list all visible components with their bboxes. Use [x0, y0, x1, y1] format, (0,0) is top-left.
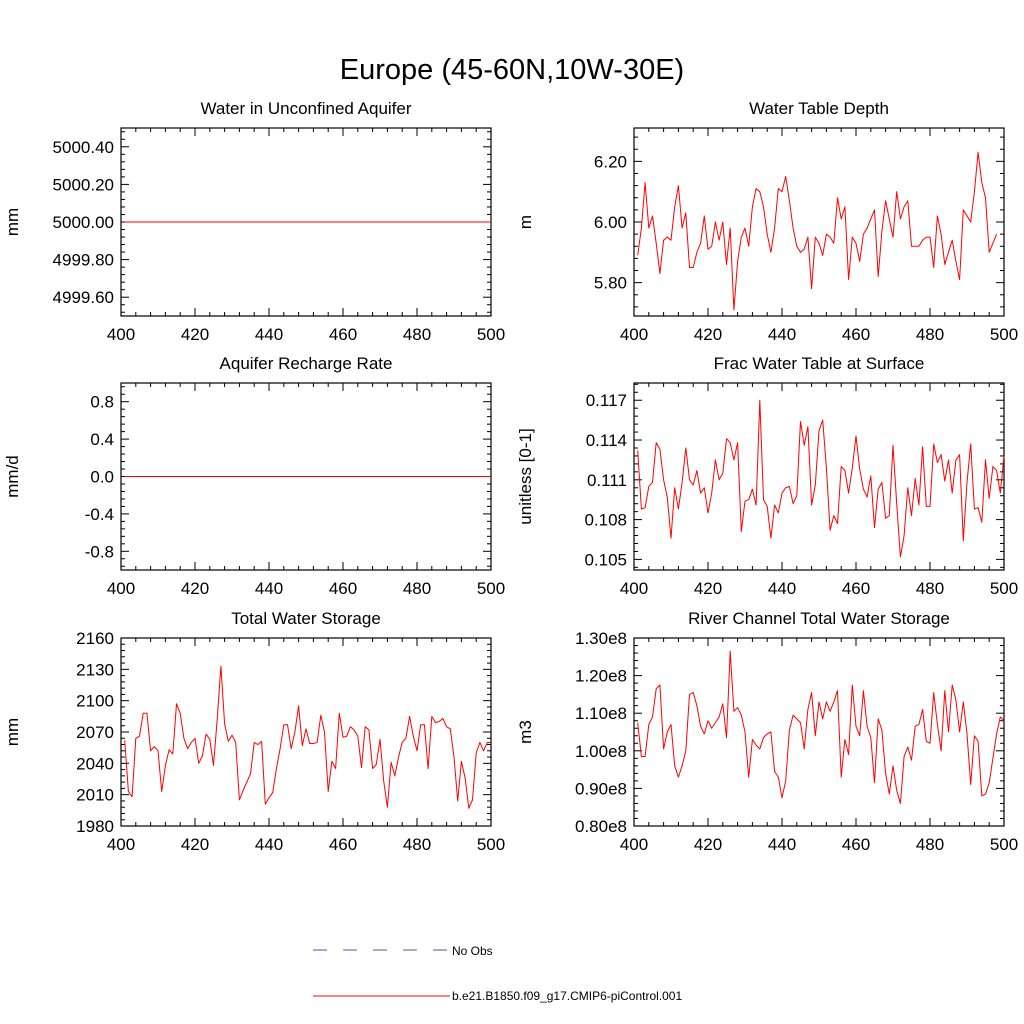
- chart-title: River Channel Total Water Storage: [688, 609, 950, 628]
- y-axis-label: mm: [3, 718, 22, 746]
- legend-obs-label: No Obs: [452, 944, 493, 958]
- x-tick-label: 400: [620, 835, 648, 854]
- y-axis-label: m3: [516, 720, 535, 744]
- x-tick-label: 480: [403, 835, 431, 854]
- legend: No Obs b.e21.B1850.f09_g17.CMIP6-piContr…: [313, 944, 682, 1003]
- x-tick-label: 480: [916, 325, 944, 344]
- y-tick-label: 4999.60: [53, 288, 114, 307]
- x-tick-label: 500: [990, 835, 1018, 854]
- y-tick-label: 2070: [76, 723, 114, 742]
- panel-frac-water-table-at-surface: Frac Water Table at Surface unitless [0-1…: [516, 354, 1018, 598]
- panel-water-in-unconfined-aquifer: Water in Unconfined Aquifer mm 400 420 440 46…: [3, 99, 505, 344]
- chart-title: Frac Water Table at Surface: [714, 354, 925, 373]
- x-tick-label: 460: [329, 579, 357, 598]
- x-tick-label: 420: [694, 835, 722, 854]
- series-line-model: [637, 650, 1005, 804]
- legend-model-label: b.e21.B1850.f09_g17.CMIP6-piControl.001: [452, 989, 682, 1003]
- x-tick-label: 500: [990, 579, 1018, 598]
- y-tick-label: 0.108: [584, 511, 627, 530]
- y-tick-label: 5.80: [594, 274, 627, 293]
- x-tick-label: 400: [107, 325, 135, 344]
- x-tick-label: 460: [842, 579, 870, 598]
- y-tick-label: 0.4: [90, 430, 114, 449]
- x-tick-label: 400: [107, 835, 135, 854]
- chart-title: Aquifer Recharge Rate: [220, 354, 393, 373]
- panel-river-channel-total-water-storage: River Channel Total Water Storage m3 400 42…: [516, 609, 1018, 854]
- y-tick-label: -0.4: [85, 505, 114, 524]
- series-line-model: [637, 399, 1005, 558]
- y-tick-label: 0.80e8: [575, 817, 627, 836]
- y-tick-label: 0.105: [584, 550, 627, 569]
- y-tick-label: 5000.20: [53, 175, 114, 194]
- panel-aquifer-recharge-rate: Aquifer Recharge Rate mm/d 400 420 440 460 480…: [3, 354, 505, 598]
- y-tick-label: 0.0: [90, 468, 114, 487]
- x-tick-label: 420: [694, 579, 722, 598]
- chart-title: Total Water Storage: [231, 609, 381, 628]
- x-tick-label: 460: [842, 835, 870, 854]
- y-tick-label: 0.114: [586, 431, 627, 450]
- x-tick-label: 440: [255, 325, 283, 344]
- x-tick-label: 500: [477, 835, 505, 854]
- x-tick-label: 440: [768, 835, 796, 854]
- y-tick-label: 2160: [76, 629, 114, 648]
- series-line-model: [637, 151, 998, 311]
- y-tick-label: 6.00: [594, 213, 627, 232]
- x-tick-label: 480: [403, 325, 431, 344]
- x-tick-label: 460: [842, 325, 870, 344]
- x-tick-label: 500: [990, 325, 1018, 344]
- chart-title: Water in Unconfined Aquifer: [200, 99, 411, 118]
- x-tick-label: 480: [916, 835, 944, 854]
- y-tick-label: 1.20e8: [575, 667, 627, 686]
- x-tick-label: 440: [768, 325, 796, 344]
- y-tick-label: 0.117: [586, 391, 627, 410]
- x-tick-label: 400: [620, 325, 648, 344]
- x-tick-label: 420: [694, 325, 722, 344]
- y-tick-label: 0.111: [587, 471, 627, 490]
- x-tick-label: 400: [620, 579, 648, 598]
- y-tick-label: 1.30e8: [575, 629, 627, 648]
- y-axis-label: mm/d: [3, 455, 22, 498]
- plot-frame: [633, 637, 1005, 827]
- y-axis-label: unitless [0-1]: [516, 428, 535, 524]
- x-tick-label: 440: [255, 579, 283, 598]
- y-tick-label: 2040: [76, 754, 114, 773]
- x-tick-label: 440: [255, 835, 283, 854]
- x-tick-label: 420: [181, 835, 209, 854]
- y-tick-label: 2100: [76, 692, 114, 711]
- x-tick-label: 420: [181, 579, 209, 598]
- y-tick-label: 5000.00: [53, 213, 114, 232]
- y-tick-label: 0.8: [90, 393, 114, 412]
- x-tick-label: 460: [329, 325, 357, 344]
- y-tick-label: 1.10e8: [575, 704, 627, 723]
- panel-total-water-storage: Total Water Storage mm 400 420 440 460 480 500 1…: [3, 609, 505, 854]
- y-axis-label: m: [516, 215, 535, 229]
- y-tick-label: 2010: [76, 786, 114, 805]
- y-tick-label: 6.20: [594, 152, 627, 171]
- y-tick-label: 1980: [76, 817, 114, 836]
- series-line-model: [124, 665, 491, 809]
- y-axis-label: mm: [3, 208, 22, 236]
- x-tick-label: 500: [477, 579, 505, 598]
- plot-frame: [633, 382, 1005, 571]
- page-title: Europe (45-60N,10W-30E): [340, 54, 684, 86]
- x-tick-label: 500: [477, 325, 505, 344]
- x-tick-label: 400: [107, 579, 135, 598]
- x-tick-label: 460: [329, 835, 357, 854]
- plot-frame: [633, 127, 1005, 317]
- panel-water-table-depth: Water Table Depth m 400 420 440 460 480 500 5.80…: [516, 99, 1018, 344]
- y-tick-label: -0.8: [85, 542, 114, 561]
- y-tick-label: 2130: [76, 660, 114, 679]
- y-tick-label: 1.00e8: [575, 742, 627, 761]
- x-tick-label: 480: [403, 579, 431, 598]
- y-tick-label: 5000.40: [53, 138, 114, 157]
- x-tick-label: 420: [181, 325, 209, 344]
- y-tick-label: 4999.80: [53, 251, 114, 270]
- x-tick-label: 480: [916, 579, 944, 598]
- x-tick-label: 440: [768, 579, 796, 598]
- chart-title: Water Table Depth: [749, 99, 889, 118]
- plot-frame: [120, 637, 492, 827]
- y-tick-label: 0.90e8: [575, 779, 627, 798]
